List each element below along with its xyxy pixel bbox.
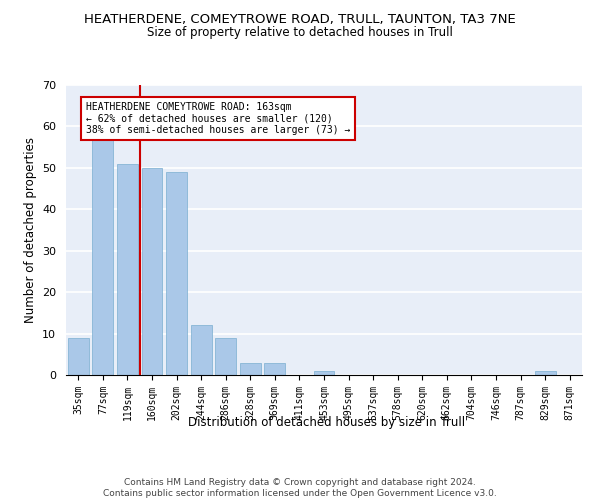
Bar — [215, 338, 236, 375]
Bar — [68, 338, 89, 375]
Text: Contains HM Land Registry data © Crown copyright and database right 2024.
Contai: Contains HM Land Registry data © Crown c… — [103, 478, 497, 498]
Text: Distribution of detached houses by size in Trull: Distribution of detached houses by size … — [188, 416, 466, 429]
Bar — [535, 371, 556, 375]
Bar — [92, 139, 113, 375]
Bar — [265, 362, 286, 375]
Y-axis label: Number of detached properties: Number of detached properties — [23, 137, 37, 323]
Bar — [142, 168, 163, 375]
Text: Size of property relative to detached houses in Trull: Size of property relative to detached ho… — [147, 26, 453, 39]
Bar — [314, 371, 334, 375]
Bar — [191, 326, 212, 375]
Text: HEATHERDENE COMEYTROWE ROAD: 163sqm
← 62% of detached houses are smaller (120)
3: HEATHERDENE COMEYTROWE ROAD: 163sqm ← 62… — [86, 102, 350, 135]
Bar — [117, 164, 138, 375]
Text: HEATHERDENE, COMEYTROWE ROAD, TRULL, TAUNTON, TA3 7NE: HEATHERDENE, COMEYTROWE ROAD, TRULL, TAU… — [84, 12, 516, 26]
Bar — [240, 362, 261, 375]
Bar — [166, 172, 187, 375]
